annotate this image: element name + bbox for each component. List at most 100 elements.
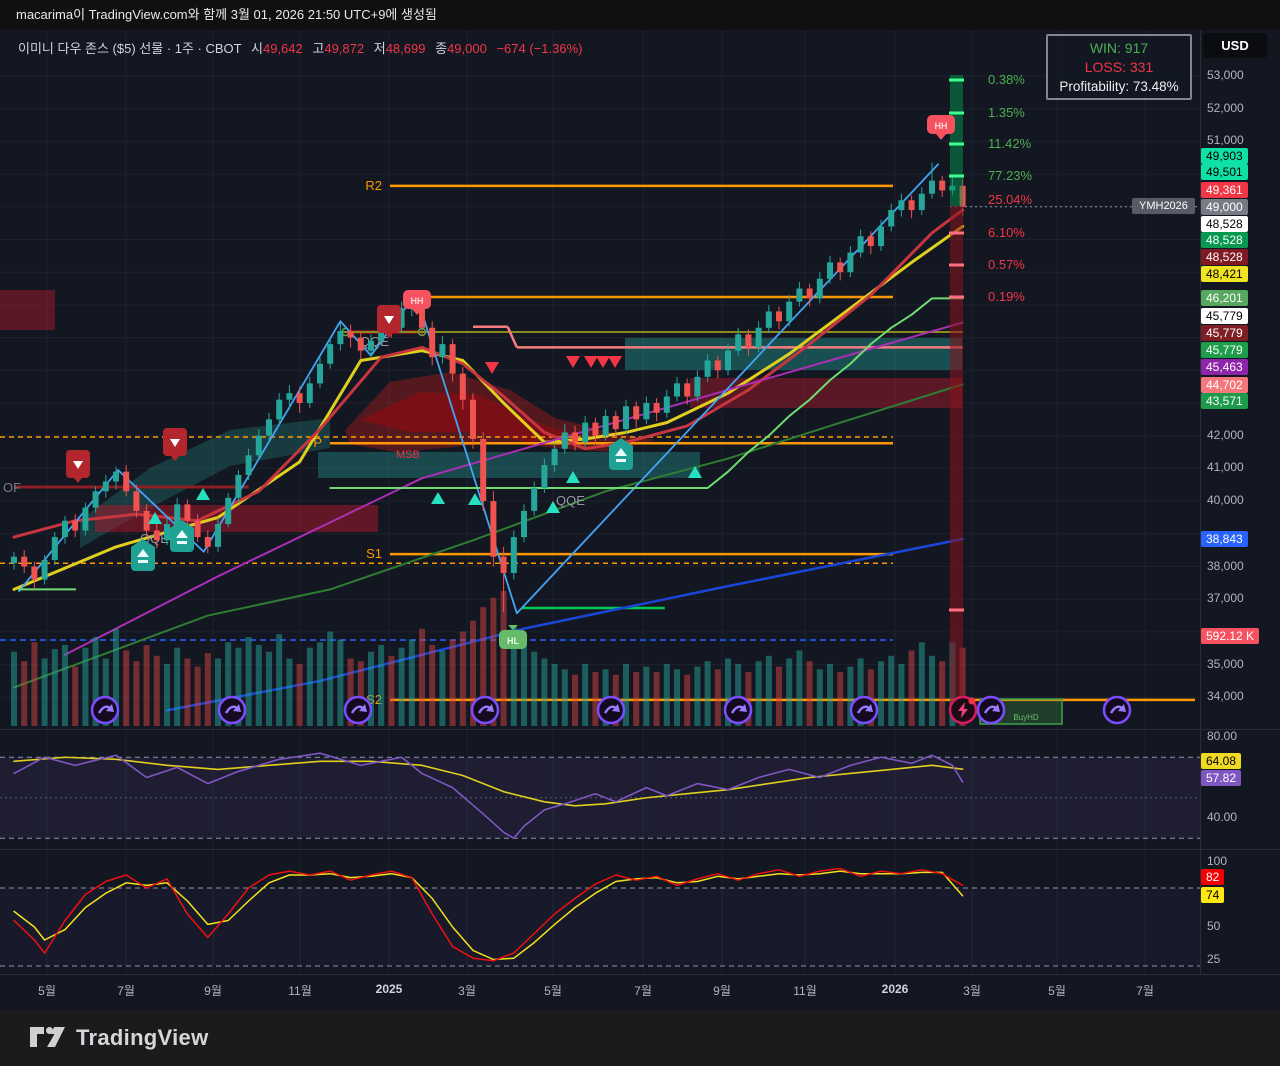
price-axis-tick: 52,000: [1207, 100, 1244, 115]
time-axis-label: 5월: [38, 984, 56, 998]
target-percent-label: 0.57%: [988, 257, 1025, 272]
up-triangle-marker: [688, 466, 702, 478]
chart-canvas[interactable]: R2R1PS1S2QQEQQEQQEMSBOFBuyHDHHHHHL: [0, 0, 1280, 1010]
price-value-label: 49,361: [1201, 182, 1248, 198]
target-percent-label: 0.19%: [988, 289, 1025, 304]
profitability: Profitability: 73.48%: [1059, 79, 1179, 94]
up-triangle-marker: [148, 512, 162, 524]
price-value-label: 48,528: [1201, 232, 1248, 248]
risk-reward-zone[interactable]: [949, 75, 964, 712]
replay-marker-icon: [1102, 695, 1132, 725]
strategy-stats-box: WIN: 917 LOSS: 331 Profitability: 73.48%: [1046, 34, 1192, 100]
time-axis-label: 11월: [288, 984, 312, 998]
time-axis-separator: [0, 974, 1280, 975]
price-axis-tick: 25: [1207, 951, 1221, 966]
replay-marker-icon: [849, 695, 879, 725]
price-value-label: 64.08: [1201, 753, 1242, 769]
replay-marker-icon: [596, 695, 626, 725]
currency-button[interactable]: USD: [1203, 33, 1267, 58]
price-axis-tick: 100: [1207, 854, 1228, 868]
price-axis-tick: 41,000: [1207, 460, 1244, 475]
annotation-qqe: QQE: [360, 334, 389, 349]
ohlc-low-label: 저: [373, 41, 386, 56]
price-axis-tick: 51,000: [1207, 133, 1244, 148]
contract-label: YMH2026: [1132, 198, 1195, 214]
svg-text:HH: HH: [411, 296, 424, 306]
price-value-label: 57.82: [1201, 770, 1242, 786]
annotation-msb: MSB: [396, 449, 420, 461]
time-axis-label: 2025: [375, 982, 403, 996]
tradingview-logo-icon: [30, 1027, 65, 1047]
price-value-label: 44,702: [1201, 377, 1248, 393]
price-axis-separator: [1200, 30, 1201, 974]
target-percent-label: 25.04%: [988, 192, 1033, 207]
target-percent-label: 6.10%: [988, 225, 1025, 240]
price-value-label: 592.12 K: [1201, 628, 1260, 644]
pane-separator-stoch[interactable]: [0, 849, 1280, 850]
down-triangle-marker: [584, 356, 598, 368]
ohlc-close-label: 종: [435, 41, 448, 56]
time-axis-label: 2026: [881, 982, 909, 996]
down-triangle-marker: [608, 356, 622, 368]
annotation-of: OF: [3, 480, 21, 495]
up-triangle-marker: [566, 471, 580, 483]
price-value-label: 45,463: [1201, 359, 1248, 375]
time-axis-label: 9월: [204, 984, 222, 998]
price-value-label: 48,528: [1201, 216, 1248, 232]
price-axis-tick: 40.00: [1207, 810, 1238, 824]
up-triangle-marker: [431, 492, 445, 504]
attribution-text: macarima이 TradingView.com와 함께 3월 01, 202…: [16, 7, 437, 22]
price-pane[interactable]: R2R1PS1S2QQEQQEQQEMSBOF: [0, 163, 1195, 712]
up-triangle-marker: [196, 488, 210, 500]
target-percent-label: 11.42%: [988, 136, 1032, 151]
pane-separator-rsi[interactable]: [0, 729, 1280, 730]
price-axis-tick: 40,000: [1207, 493, 1244, 508]
time-axis-label: 7월: [1136, 984, 1154, 998]
up-triangle-marker: [546, 501, 560, 513]
ohlc-high-label: 고: [312, 41, 325, 56]
markers[interactable]: HH HH HL: [66, 115, 1132, 725]
footer-bar: TradingView: [0, 1010, 1280, 1066]
price-axis-tick: 34,000: [1207, 689, 1244, 704]
pivot-label-r2: R2: [365, 178, 382, 193]
hh-label-badge: [927, 115, 955, 134]
pivot-label-s1: S1: [366, 546, 382, 561]
price-value-label: 49,501: [1201, 164, 1248, 180]
pivot-label-p: P: [313, 435, 322, 450]
time-axis-label: 5월: [544, 984, 562, 998]
price-axis-tick: 42,000: [1207, 427, 1244, 442]
price-value-label: 46,201: [1201, 290, 1248, 306]
time-axis-label: 7월: [117, 984, 135, 998]
attribution-bar: macarima이 TradingView.com와 함께 3월 01, 202…: [0, 0, 1280, 30]
down-triangle-marker: [485, 362, 499, 374]
price-value-label: 45,779: [1201, 342, 1248, 358]
annotation-qqe: QQE: [556, 493, 585, 508]
symbol-title: 이미니 다우 존스 ($5) 선물 · 1주 · CBOT: [18, 41, 242, 56]
time-axis-label: 5월: [1048, 984, 1066, 998]
grid: [0, 30, 1200, 973]
stoch-pane[interactable]: [0, 867, 1200, 967]
trade-box-label: BuyHD: [1013, 713, 1039, 722]
price-axis-tick: 38,000: [1207, 558, 1244, 573]
price-value-label: 38,843: [1201, 531, 1248, 547]
target-percent-label: 1.35%: [988, 105, 1025, 120]
replay-marker-icon: [470, 695, 500, 725]
replay-marker-icon: [976, 695, 1006, 725]
hh-label-badge: [403, 290, 431, 309]
rsi-pane[interactable]: [0, 752, 1200, 840]
replay-marker-icon: [343, 695, 373, 725]
target-percent-label: 77.23%: [988, 168, 1033, 183]
price-value-label: 48,528: [1201, 249, 1248, 265]
up-triangle-marker: [468, 493, 482, 505]
ohlc-open-label: 시: [251, 41, 263, 56]
price-value-label: 49,000: [1201, 199, 1248, 215]
time-axis-label: 11월: [793, 984, 817, 998]
svg-text:HH: HH: [935, 121, 948, 131]
ohlc-high-value: 49,872: [324, 41, 365, 56]
price-axis-tick: 37,000: [1207, 591, 1244, 606]
symbol-legend[interactable]: 이미니 다우 존스 ($5) 선물 · 1주 · CBOT 시49,642 고4…: [18, 38, 582, 57]
price-value-label: 45,779: [1201, 308, 1248, 324]
price-axis-tick: 50: [1207, 919, 1221, 933]
replay-marker-icon: [90, 695, 120, 725]
